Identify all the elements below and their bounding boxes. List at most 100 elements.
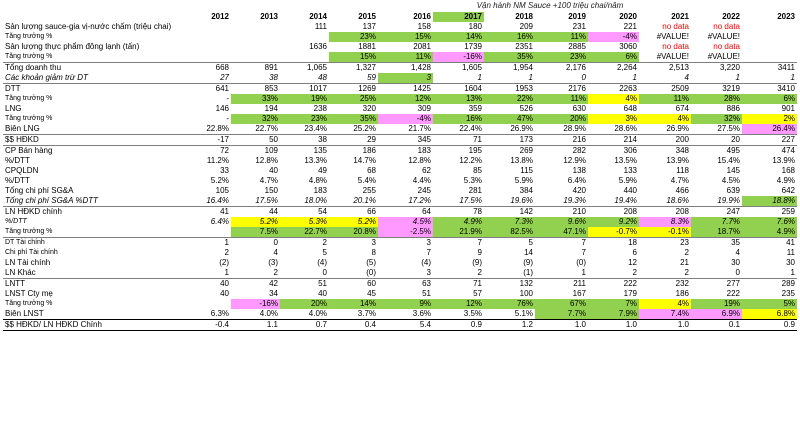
table-cell[interactable]: 6.9% — [691, 309, 742, 320]
table-cell[interactable]: 1739 — [464, 42, 482, 51]
table-cell[interactable]: 40 — [220, 289, 229, 298]
table-cell[interactable]: 20.8% — [329, 227, 378, 238]
table-cell[interactable]: 320 — [362, 104, 376, 113]
table-cell[interactable]: 35% — [329, 114, 378, 124]
table-cell[interactable]: 5% — [742, 299, 797, 309]
table-cell[interactable]: 12.9% — [563, 156, 586, 165]
table-cell[interactable]: 6 — [632, 248, 637, 257]
table-cell[interactable]: 1881 — [358, 42, 376, 51]
table-cell[interactable]: 1,327 — [329, 62, 378, 73]
table-cell[interactable]: 247 — [691, 206, 742, 217]
table-cell[interactable]: 4.7% — [259, 176, 278, 185]
row-label[interactable]: Chi phí Tài chính — [5, 249, 58, 256]
row-label[interactable]: Tăng trưởng % — [5, 300, 53, 307]
table-cell[interactable]: 67% — [535, 299, 588, 309]
table-cell[interactable]: 68 — [367, 166, 376, 175]
table-cell[interactable]: 6.4% — [567, 176, 586, 185]
table-cell[interactable]: 19.3% — [563, 196, 586, 205]
table-cell[interactable]: 22.4% — [459, 124, 482, 133]
table-cell[interactable]: 18.6% — [666, 196, 689, 205]
table-cell[interactable]: -16% — [231, 299, 280, 309]
table-cell[interactable] — [185, 299, 231, 309]
table-cell[interactable]: 26.4% — [742, 124, 797, 135]
table-cell[interactable]: 5.9% — [618, 176, 637, 185]
table-cell[interactable]: 0 — [231, 237, 280, 248]
table-cell[interactable]: 3 — [378, 237, 433, 248]
table-cell[interactable]: 26.9% — [666, 124, 689, 133]
table-cell[interactable]: 38 — [269, 73, 278, 82]
row-label[interactable]: LNG — [5, 104, 22, 113]
table-cell[interactable]: 22% — [484, 94, 535, 104]
table-cell[interactable]: 200 — [639, 134, 691, 146]
table-cell[interactable]: 208 — [639, 206, 691, 217]
table-cell[interactable]: 16% — [433, 114, 484, 124]
table-cell[interactable]: 6.4% — [210, 217, 229, 226]
table-cell[interactable]: 15% — [329, 52, 378, 63]
table-cell[interactable]: 100 — [519, 289, 533, 298]
table-cell[interactable]: 1.0 — [588, 319, 639, 331]
table-cell[interactable]: 4% — [639, 114, 691, 124]
table-cell[interactable]: 26.9% — [510, 124, 533, 133]
table-cell[interactable]: 4.9% — [776, 176, 795, 185]
table-cell[interactable]: -4% — [588, 32, 639, 42]
table-cell[interactable]: 13.5% — [614, 156, 637, 165]
table-cell[interactable] — [231, 52, 280, 63]
table-cell[interactable]: 853 — [231, 83, 280, 94]
table-cell[interactable]: 15.4% — [717, 156, 740, 165]
year-header-2015[interactable]: 2015 — [358, 12, 376, 21]
table-cell[interactable]: 2885 — [568, 42, 586, 51]
table-cell[interactable]: 183 — [378, 145, 433, 156]
table-cell[interactable]: 7 — [433, 237, 484, 248]
table-cell[interactable]: 4.5% — [378, 217, 433, 227]
table-cell[interactable]: 1.1 — [231, 319, 280, 331]
table-cell[interactable]: -4% — [378, 114, 433, 124]
table-cell[interactable]: 85 — [473, 166, 482, 175]
table-cell[interactable]: (4) — [421, 258, 431, 267]
row-label[interactable]: Sản lượng thực phẩm đông lạnh (tấn) — [5, 42, 140, 51]
table-cell[interactable]: 7.9% — [588, 309, 639, 320]
table-cell[interactable]: 62 — [422, 166, 431, 175]
table-cell[interactable]: 194 — [264, 104, 278, 113]
table-cell[interactable]: 4.9% — [433, 217, 484, 227]
table-cell[interactable]: 7 — [581, 248, 586, 257]
table-cell[interactable]: no data — [662, 22, 689, 31]
table-cell[interactable]: 105 — [215, 186, 229, 195]
table-cell[interactable]: 232 — [639, 278, 691, 289]
table-cell[interactable]: 78 — [433, 206, 484, 217]
table-cell[interactable]: 13.9% — [666, 156, 689, 165]
table-cell[interactable]: 2,264 — [588, 62, 639, 73]
table-cell[interactable]: 0.9 — [742, 319, 797, 331]
table-cell[interactable] — [280, 52, 329, 63]
table-cell[interactable]: (4) — [317, 258, 327, 267]
table-cell[interactable]: 0.7 — [280, 319, 329, 331]
year-header-2019[interactable]: 2019 — [568, 12, 586, 21]
table-cell[interactable]: 2,513 — [639, 62, 691, 73]
table-cell[interactable]: 255 — [362, 186, 376, 195]
table-cell[interactable]: 19.6% — [510, 196, 533, 205]
table-cell[interactable]: 1 — [185, 237, 231, 248]
table-cell[interactable]: 245 — [417, 186, 431, 195]
table-cell[interactable]: (1) — [523, 268, 533, 277]
table-cell[interactable]: 3.7% — [357, 309, 376, 318]
table-cell[interactable]: 18.7% — [691, 227, 742, 238]
table-cell[interactable]: 277 — [691, 278, 742, 289]
table-cell[interactable]: 4.7% — [670, 176, 689, 185]
table-cell[interactable]: 6.8% — [742, 309, 797, 320]
table-cell[interactable]: 5 — [484, 237, 535, 248]
table-cell[interactable]: 216 — [535, 134, 588, 146]
table-cell[interactable]: 183 — [313, 186, 327, 195]
table-cell[interactable]: 14% — [433, 32, 484, 42]
year-header-2012[interactable]: 2012 — [211, 12, 229, 21]
table-cell[interactable]: 20% — [280, 299, 329, 309]
table-cell[interactable]: 32% — [231, 114, 280, 124]
table-cell[interactable]: 72 — [185, 145, 231, 156]
table-cell[interactable]: 5.9% — [514, 176, 533, 185]
table-cell[interactable]: 474 — [742, 145, 797, 156]
table-cell[interactable]: 0.9 — [433, 319, 484, 331]
row-label[interactable]: LN Khác — [5, 268, 36, 277]
table-cell[interactable]: 2351 — [515, 42, 533, 51]
table-cell[interactable]: 1 — [528, 73, 533, 82]
table-cell[interactable]: - — [226, 94, 229, 103]
table-cell[interactable] — [280, 32, 329, 42]
table-cell[interactable]: 35 — [691, 237, 742, 248]
